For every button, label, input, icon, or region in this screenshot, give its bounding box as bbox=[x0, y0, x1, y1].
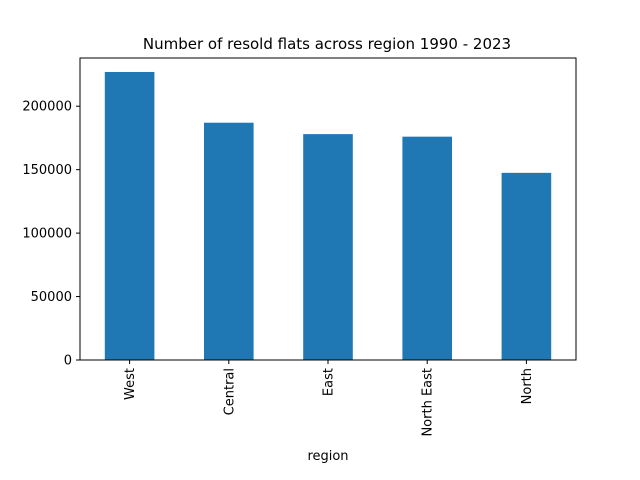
x-tick-label: Central bbox=[222, 368, 237, 415]
bar-north bbox=[501, 172, 552, 360]
y-tick-label: 50000 bbox=[31, 290, 72, 305]
y-tick-label: 0 bbox=[64, 354, 72, 369]
x-tick-label: North bbox=[520, 368, 535, 404]
y-axis: 0 50000 100000 150000 200000 bbox=[22, 100, 80, 369]
bars-group bbox=[104, 71, 552, 361]
x-tick-label: West bbox=[123, 368, 138, 400]
x-tick-label: East bbox=[322, 368, 337, 396]
y-tick-label: 150000 bbox=[22, 163, 72, 178]
bar-east bbox=[303, 134, 353, 360]
x-axis-title: region bbox=[307, 449, 348, 464]
x-axis: West Central East North East North bbox=[123, 360, 535, 437]
bar-west bbox=[104, 71, 155, 361]
bar-north-east bbox=[402, 136, 452, 360]
x-tick-label: North East bbox=[421, 368, 436, 437]
y-tick-label: 100000 bbox=[22, 227, 72, 242]
chart-title: Number of resold flats across region 199… bbox=[143, 35, 511, 53]
bar-central bbox=[204, 122, 254, 361]
plot-frame bbox=[79, 57, 577, 361]
y-tick-label: 200000 bbox=[22, 100, 72, 115]
